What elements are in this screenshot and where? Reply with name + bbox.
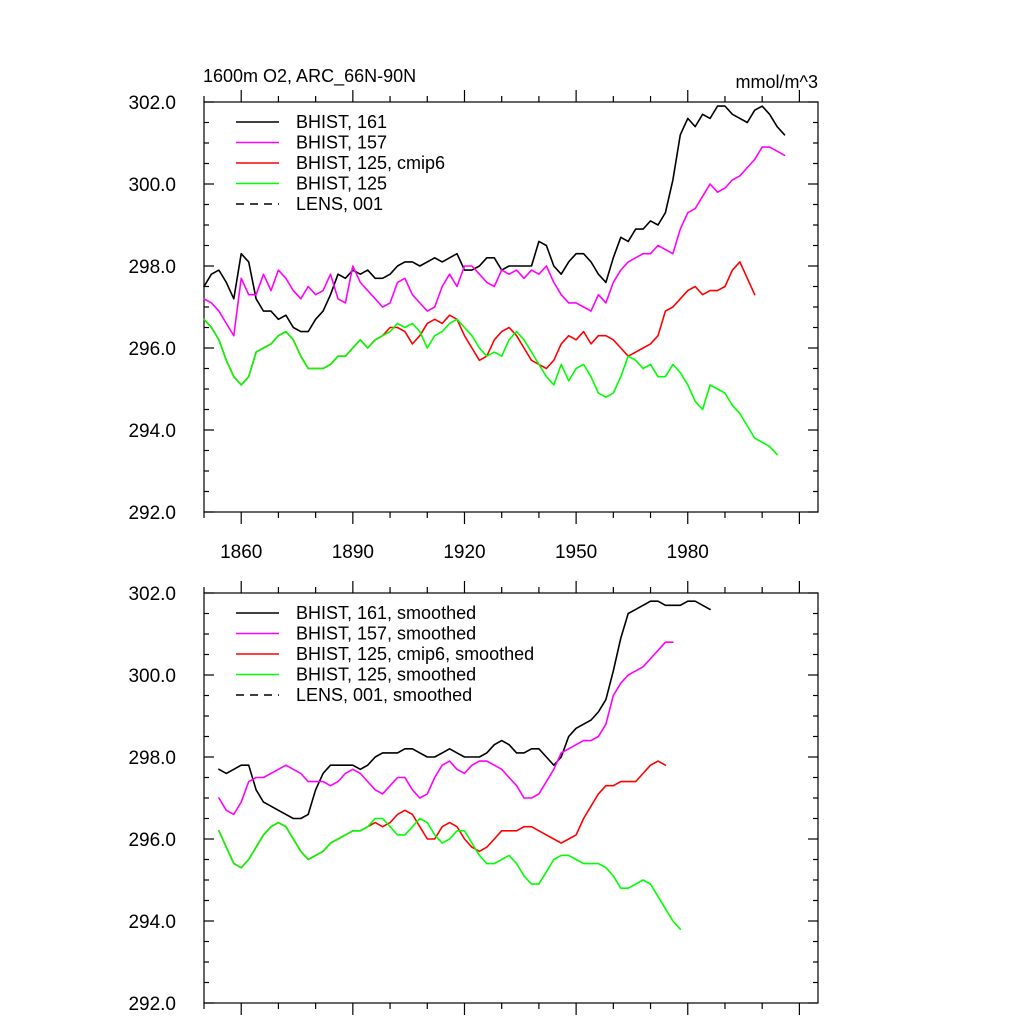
y-tick-label: 294.0: [128, 421, 176, 442]
series-line-3: [218, 817, 682, 930]
legend-label: BHIST, 125: [296, 174, 387, 194]
y-tick-label: 296.0: [128, 830, 176, 851]
series-line-1: [203, 146, 786, 337]
x-tick-label: 1920: [443, 542, 485, 563]
y-tick-label: 292.0: [128, 503, 176, 524]
y-tick-label: 294.0: [128, 912, 176, 933]
x-tick-label: 1860: [220, 542, 262, 563]
y-tick-label: 302.0: [128, 584, 176, 605]
legend-label: LENS, 001: [296, 194, 383, 214]
top-panel: 292.0 294.0 296.0 298.0 300.0 302.0 1860 1890 19…: [128, 90, 819, 563]
y-tick-label: 300.0: [128, 666, 176, 687]
y-tick-label: 298.0: [128, 748, 176, 769]
legend-label: LENS, 001, smoothed: [296, 685, 472, 705]
x-tick-label: 1950: [555, 542, 597, 563]
legend-label: BHIST, 125, smoothed: [296, 665, 476, 685]
figure-units: mmol/m^3: [736, 72, 818, 92]
y-tick-label: 296.0: [128, 339, 176, 360]
series-line-0: [218, 600, 711, 820]
legend-label: BHIST, 125, cmip6: [296, 153, 445, 173]
y-tick-label: 302.0: [128, 93, 176, 114]
y-tick-label: 300.0: [128, 175, 176, 196]
series-line-0: [203, 105, 786, 333]
y-tick-label: 292.0: [128, 994, 176, 1015]
legend-label: BHIST, 157, smoothed: [296, 624, 476, 644]
legend-label: BHIST, 157: [296, 133, 387, 153]
figure-title: 1600m O2, ARC_66N-90N: [203, 66, 416, 87]
x-tick-label: 1980: [667, 542, 709, 563]
legend-label: BHIST, 125, cmip6, smoothed: [296, 644, 534, 664]
legend-label: BHIST, 161, smoothed: [296, 603, 476, 623]
series-line-3: [203, 318, 778, 456]
x-tick-label: 1890: [332, 542, 374, 563]
series-line-1: [218, 641, 674, 816]
legend-label: BHIST, 161: [296, 112, 387, 132]
bottom-panel: 292.0 294.0 296.0 298.0 300.0 302.0 BHIST, 161…: [128, 581, 819, 1015]
y-tick-label: 298.0: [128, 257, 176, 278]
